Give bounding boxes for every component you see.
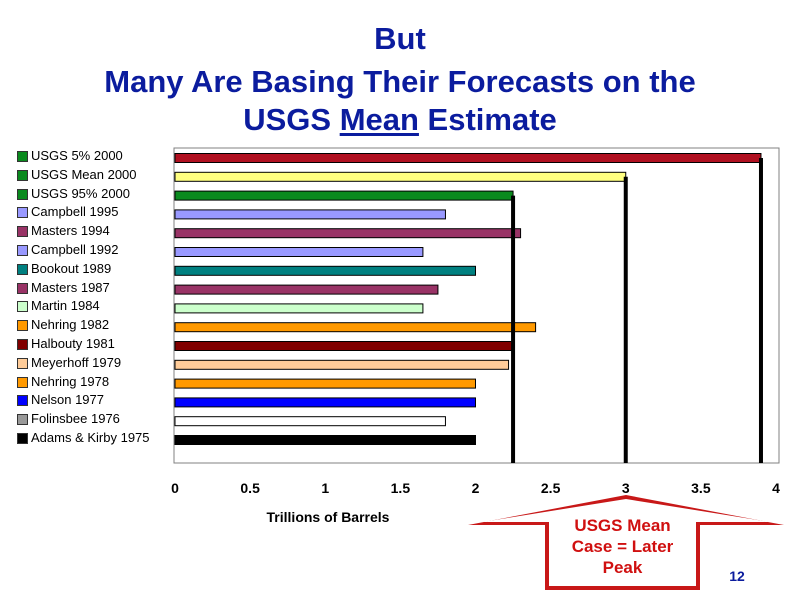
- x-tick-label-5: 2.5: [541, 480, 561, 496]
- legend-swatch-3: [17, 207, 28, 219]
- x-tick-label-8: 4: [772, 480, 780, 496]
- bar-6: [174, 265, 476, 276]
- legend-swatch-2: [17, 188, 28, 200]
- legend-label-7: Masters 1987: [31, 279, 110, 295]
- legend-label-1: USGS Mean 2000: [31, 166, 137, 182]
- legend-swatch-10: [17, 339, 28, 350]
- bar-8: [174, 303, 424, 314]
- bar-4: [174, 228, 522, 239]
- legend-label-15: Adams & Kirby 1975: [31, 430, 150, 445]
- title-part-estimate: Estimate: [418, 102, 557, 137]
- legend-swatch-15: [17, 433, 28, 444]
- legend-label-14: Folinsbee 1976: [31, 411, 120, 427]
- bar-13: [174, 397, 476, 408]
- page-number: 12: [729, 568, 745, 584]
- x-tick-label-2: 1: [321, 480, 329, 496]
- callout-line-3: Peak: [602, 558, 643, 577]
- legend-label-2: USGS 95% 2000: [31, 185, 131, 201]
- slide-title-line3: USGS Mean Estimate: [0, 102, 800, 138]
- x-tick-label-6: 3: [622, 480, 630, 496]
- legend-label-13: Nelson 1977: [31, 392, 104, 408]
- x-tick-label-7: 3.5: [691, 480, 711, 496]
- legend-label-12: Nehring 1978: [31, 373, 110, 389]
- legend-label-9: Nehring 1982: [31, 317, 110, 333]
- legend-label-10: Halbouty 1981: [31, 336, 115, 351]
- x-tick-label-1: 0.5: [240, 480, 260, 496]
- legend-swatch-6: [17, 263, 28, 275]
- legend-swatch-4: [17, 226, 28, 238]
- x-tick-label-4: 2: [472, 480, 480, 496]
- legend-swatch-11: [17, 357, 28, 369]
- bar-7: [174, 284, 439, 295]
- legend-swatch-9: [17, 320, 28, 332]
- bar-15: [174, 435, 476, 445]
- legend-swatch-1: [17, 169, 28, 181]
- slide-title-line2: Many Are Basing Their Forecasts on the: [104, 64, 696, 99]
- callout-text: USGS Mean Case = Later Peak: [545, 515, 700, 578]
- bar-5: [174, 247, 424, 257]
- bar-9: [174, 322, 537, 333]
- legend-label-0: USGS 5% 2000: [31, 148, 123, 163]
- legend-swatch-5: [17, 245, 28, 256]
- legend-label-3: Campbell 1995: [31, 204, 119, 220]
- bar-3: [174, 209, 446, 220]
- legend-label-11: Meyerhoff 1979: [31, 354, 122, 370]
- legend-swatch-0: [17, 151, 28, 162]
- legend-swatch-13: [17, 395, 28, 407]
- x-tick-label-3: 1.5: [391, 480, 411, 496]
- legend-swatch-12: [17, 376, 28, 388]
- title-part-mean: Mean: [339, 102, 419, 137]
- slide-title-line1: But: [374, 21, 426, 56]
- x-tick-label-0: 0: [171, 480, 179, 496]
- legend-swatch-14: [17, 414, 28, 426]
- title-part-usgs: USGS: [243, 102, 340, 137]
- legend-label-8: Martin 1984: [31, 298, 100, 314]
- bar-14: [174, 416, 446, 427]
- bar-12: [174, 378, 476, 389]
- legend-swatch-7: [17, 282, 28, 294]
- legend-label-6: Bookout 1989: [31, 260, 112, 276]
- bar-11: [174, 359, 510, 370]
- legend-label-5: Campbell 1992: [31, 242, 119, 257]
- callout-line-1: USGS Mean: [574, 516, 671, 535]
- callout-fill: [482, 499, 770, 586]
- legend-swatch-8: [17, 301, 28, 313]
- legend-label-4: Masters 1994: [31, 223, 110, 239]
- x-axis-label: Trillions of Barrels: [266, 509, 390, 525]
- callout-line-2: Case = Later: [571, 537, 674, 556]
